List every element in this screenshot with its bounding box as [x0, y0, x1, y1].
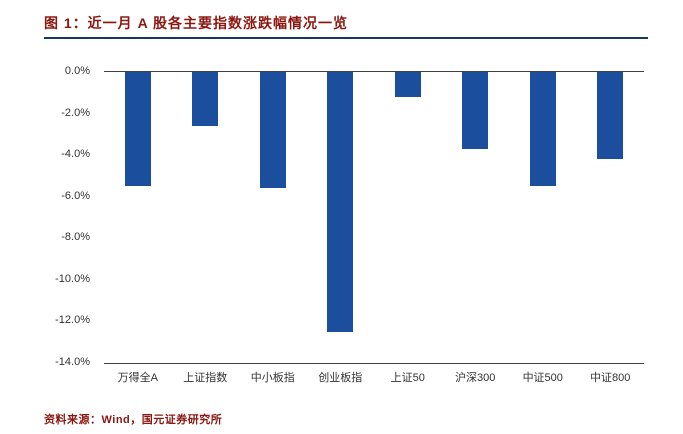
x-axis-label: 中小板指	[250, 372, 295, 384]
bar-slot	[104, 72, 172, 363]
y-tick-label: -12.0%	[55, 314, 90, 327]
title-underline	[44, 37, 648, 39]
bar-slot	[239, 72, 307, 363]
y-tick-label: -8.0%	[61, 231, 90, 244]
source-note: 资料来源：Wind，国元证券研究所	[44, 414, 223, 426]
x-axis-label: 上证指数	[183, 372, 228, 384]
y-tick-label: -4.0%	[61, 148, 90, 161]
bar	[124, 72, 151, 187]
y-tick-label: -10.0%	[55, 272, 90, 285]
x-axis-labels: 万得全A 上证指数 中小板指 创业板指 上证50 沪深300 中证500 中证800	[104, 369, 644, 385]
plot-area	[104, 71, 644, 364]
x-axis-label: 沪深300	[455, 372, 496, 384]
bar	[597, 72, 624, 160]
bar-slot	[307, 72, 375, 363]
figure-title: 图 1：近一月 A 股各主要指数涨跌幅情况一览	[44, 15, 349, 31]
x-axis-label: 中证500	[522, 372, 563, 384]
bar	[394, 72, 421, 97]
bar	[327, 72, 354, 332]
bar-slot	[509, 72, 577, 363]
bar-slot	[577, 72, 645, 363]
y-tick-label: -14.0%	[55, 356, 90, 368]
x-axis-label: 中证800	[590, 372, 631, 384]
bar-slot	[374, 72, 442, 363]
bar-slot	[442, 72, 510, 363]
y-tick-label: 0.0%	[64, 65, 90, 77]
y-tick-label: -6.0%	[61, 189, 90, 202]
bar-slot	[172, 72, 240, 363]
y-tick-label: -2.0%	[61, 106, 90, 119]
x-axis-label: 万得全A	[117, 372, 158, 384]
x-axis-label: 上证50	[390, 372, 425, 384]
x-axis-label: 创业板指	[318, 372, 363, 384]
bar	[462, 72, 489, 149]
bar	[259, 72, 286, 189]
y-axis: 0.0% -2.0% -4.0% -6.0% -8.0% -10.0% -12.0% -14.…	[36, 65, 98, 368]
bar	[529, 72, 556, 187]
bar	[192, 72, 219, 127]
